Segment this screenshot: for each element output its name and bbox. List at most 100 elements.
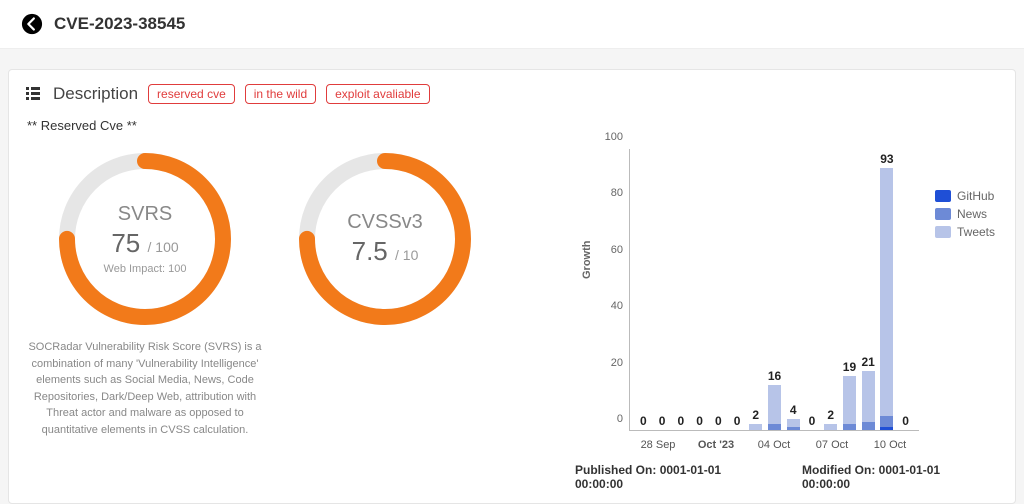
badge-reserved-cve: reserved cve (148, 84, 235, 104)
bar-slot: 0 (803, 149, 822, 430)
bar-segment (787, 427, 800, 430)
bar-value-label: 2 (752, 408, 759, 422)
modified-label: Modified On: (802, 463, 875, 477)
legend-item: News (935, 207, 995, 221)
bar-segment (880, 427, 893, 430)
legend-swatch (935, 226, 951, 238)
bar-stack (862, 371, 875, 430)
bar-value-label: 0 (659, 414, 666, 428)
bar-stack (824, 424, 837, 430)
cvss-title: CVSSv3 (347, 211, 423, 234)
legend-swatch (935, 208, 951, 220)
svrs-value: 75 (111, 228, 140, 258)
bar-value-label: 0 (715, 414, 722, 428)
bar-slot: 2 (746, 149, 765, 430)
bar-value-label: 0 (677, 414, 684, 428)
svrs-sub: Web Impact: 100 (104, 263, 187, 275)
chart-legend: GitHub News Tweets (935, 189, 995, 243)
bar-stack (843, 376, 856, 430)
legend-item: Tweets (935, 225, 995, 239)
bar-slot: 16 (765, 149, 784, 430)
bar-segment (787, 419, 800, 427)
bar-segment (880, 168, 893, 416)
legend-label: Tweets (957, 225, 995, 239)
bar-slot: 0 (653, 149, 672, 430)
ytick: 80 (611, 187, 623, 199)
bar-value-label: 2 (827, 408, 834, 422)
bar-segment (749, 424, 762, 430)
bar-value-label: 16 (768, 369, 781, 383)
cvss-value: 7.5 (352, 236, 388, 266)
bar-value-label: 0 (734, 414, 741, 428)
bar-slot: 0 (671, 149, 690, 430)
bar-segment (862, 371, 875, 422)
badge-exploit-available: exploit avaliable (326, 84, 429, 104)
ytick: 0 (617, 413, 623, 425)
ytick: 20 (611, 357, 623, 369)
bar-slot: 4 (784, 149, 803, 430)
bar-segment (768, 385, 781, 424)
xlabel: 10 Oct (874, 439, 906, 451)
cvss-gauge: CVSSv3 7.5 / 10 (265, 149, 505, 495)
bar-slot: 0 (634, 149, 653, 430)
svrs-explanation: SOCRadar Vulnerability Risk Score (SVRS)… (25, 339, 265, 438)
xlabel: Oct '23 (698, 439, 734, 451)
legend-swatch (935, 190, 951, 202)
published-label: Published On: (575, 463, 656, 477)
legend-label: GitHub (957, 189, 994, 203)
bar-segment (843, 376, 856, 424)
badge-in-the-wild: in the wild (245, 84, 316, 104)
bar-value-label: 0 (696, 414, 703, 428)
bar-slot: 19 (840, 149, 859, 430)
legend-item: GitHub (935, 189, 995, 203)
chart-bars: 0000002164021921930 (630, 149, 919, 430)
chart-footer: Published On: 0001-01-01 00:00:00 Modifi… (575, 449, 999, 495)
bar-stack (787, 419, 800, 430)
bar-slot: 0 (690, 149, 709, 430)
bar-segment (862, 422, 875, 430)
ytick: 40 (611, 300, 623, 312)
bar-stack (880, 168, 893, 430)
ytick: 100 (605, 131, 623, 143)
bar-slot: 93 (878, 149, 897, 430)
description-header: Description reserved cve in the wild exp… (25, 84, 999, 104)
xlabel: 28 Sep (641, 439, 676, 451)
bar-stack (749, 424, 762, 430)
xlabel: 07 Oct (816, 439, 848, 451)
bar-slot: 0 (728, 149, 747, 430)
bar-value-label: 0 (640, 414, 647, 428)
page-title: CVE-2023-38545 (54, 14, 185, 34)
back-arrow-icon[interactable] (20, 12, 44, 36)
bar-slot: 2 (821, 149, 840, 430)
bar-segment (880, 416, 893, 427)
bar-slot: 0 (709, 149, 728, 430)
ytick: 60 (611, 244, 623, 256)
bar-value-label: 21 (862, 355, 875, 369)
description-label: Description (53, 84, 138, 104)
bar-segment (843, 424, 856, 430)
bar-segment (768, 424, 781, 430)
svrs-title: SVRS (118, 203, 172, 226)
bar-value-label: 0 (902, 414, 909, 428)
legend-label: News (957, 207, 987, 221)
page-header: CVE-2023-38545 (0, 0, 1024, 49)
chart-yaxis: 020406080100 (599, 149, 627, 431)
svrs-max: / 100 (148, 239, 179, 255)
reserved-cve-text: ** Reserved Cve ** (27, 118, 999, 133)
bar-segment (824, 424, 837, 430)
bar-slot: 21 (859, 149, 878, 430)
cvss-max: / 10 (395, 247, 418, 263)
bar-value-label: 93 (880, 152, 893, 166)
bar-value-label: 19 (843, 360, 856, 374)
growth-chart: Growth 020406080100 0000002164021921930 … (545, 149, 999, 495)
bar-stack (768, 385, 781, 430)
bar-slot: 0 (896, 149, 915, 430)
description-card: Description reserved cve in the wild exp… (8, 69, 1016, 504)
xlabel: 04 Oct (758, 439, 790, 451)
bar-value-label: 0 (809, 414, 816, 428)
list-icon (25, 85, 43, 103)
chart-xaxis: 28 Sep Oct '23 04 Oct 07 Oct 10 Oct (629, 433, 919, 455)
svrs-gauge: SVRS 75 / 100 Web Impact: 100 SOCRadar V… (25, 149, 265, 495)
chart-ylabel: Growth (581, 241, 593, 280)
bar-value-label: 4 (790, 403, 797, 417)
